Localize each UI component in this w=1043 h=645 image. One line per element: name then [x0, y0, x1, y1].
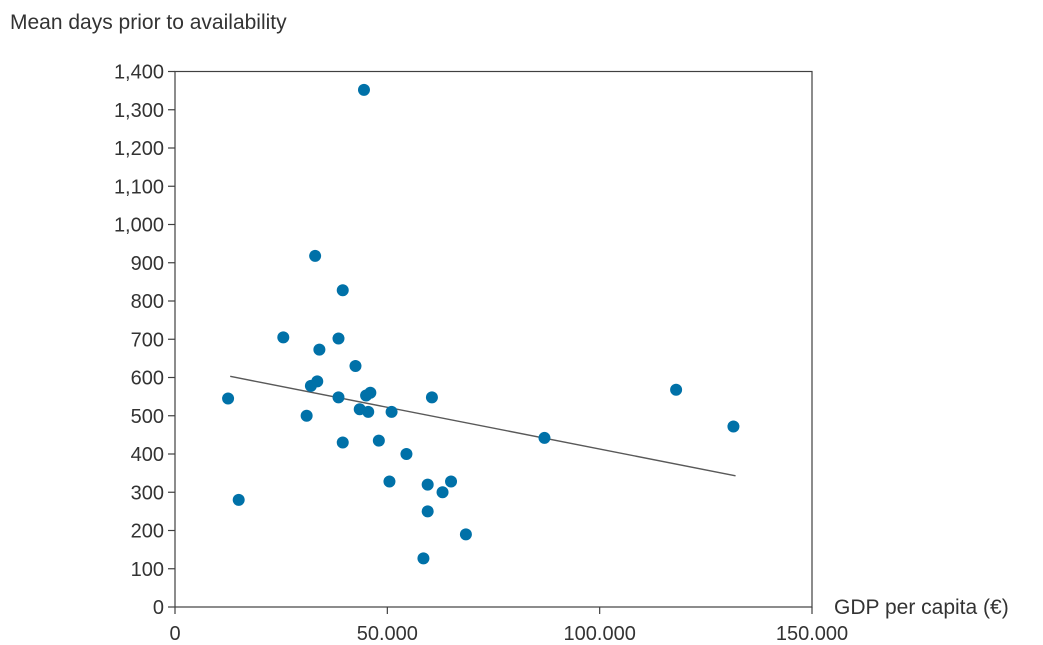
- y-tick-label: 0: [153, 597, 164, 619]
- x-tick-label: 100.000: [564, 623, 636, 645]
- y-tick-label: 1,000: [114, 215, 164, 237]
- data-point: [425, 391, 438, 404]
- data-point: [332, 391, 345, 404]
- y-tick-label: 400: [131, 444, 164, 466]
- plot-area-frame: [174, 70, 813, 608]
- trendline: [230, 375, 736, 477]
- x-tick-label: 0: [169, 623, 180, 645]
- data-point: [400, 448, 413, 460]
- data-point: [349, 360, 362, 373]
- data-point: [383, 475, 396, 488]
- data-point: [357, 83, 370, 96]
- y-tick-label: 200: [131, 521, 164, 543]
- x-axis-title: GDP per capita (€): [834, 596, 1009, 619]
- y-axis: 0 100 200 300 400 500 600 700 800 900 1,000 1,100 1,…: [114, 62, 175, 619]
- data-point: [459, 528, 472, 541]
- data-point: [336, 436, 349, 449]
- data-point: [362, 405, 375, 418]
- data-point: [372, 434, 385, 447]
- x-tick-label: 150.000: [776, 623, 848, 645]
- y-tick-label: 600: [131, 368, 164, 390]
- data-point: [385, 405, 398, 418]
- y-tick-label: 800: [131, 291, 164, 313]
- data-point: [436, 486, 449, 499]
- data-point: [311, 375, 324, 388]
- y-tick-label: 700: [131, 329, 164, 351]
- data-point: [538, 431, 551, 444]
- data-point: [670, 383, 683, 396]
- y-tick-label: 100: [131, 559, 164, 581]
- data-point: [309, 249, 322, 262]
- y-tick-label: 1,400: [114, 62, 164, 84]
- y-tick-label: 1,200: [114, 138, 164, 160]
- x-tick-label: 50.000: [357, 623, 418, 645]
- y-tick-label: 500: [131, 406, 164, 428]
- y-axis-title: Mean days prior to availability: [10, 11, 287, 34]
- data-point: [417, 552, 430, 565]
- y-tick-label: 300: [131, 482, 164, 504]
- data-points: [222, 83, 740, 565]
- trendline-layer: [230, 375, 736, 477]
- y-tick-label: 900: [131, 253, 164, 275]
- data-point: [222, 392, 235, 405]
- data-point: [277, 331, 290, 344]
- data-point: [421, 478, 434, 491]
- data-point: [336, 284, 349, 297]
- y-tick-label: 1,300: [114, 100, 164, 122]
- data-point: [445, 475, 458, 488]
- data-point: [332, 332, 345, 345]
- data-point: [232, 493, 245, 506]
- data-point: [300, 409, 313, 422]
- data-point: [364, 386, 377, 399]
- data-point: [727, 420, 740, 433]
- x-axis: 0 50.000 100.000 150.000: [169, 607, 848, 645]
- data-point: [313, 343, 326, 356]
- data-point: [421, 505, 434, 518]
- y-tick-label: 1,100: [114, 176, 164, 198]
